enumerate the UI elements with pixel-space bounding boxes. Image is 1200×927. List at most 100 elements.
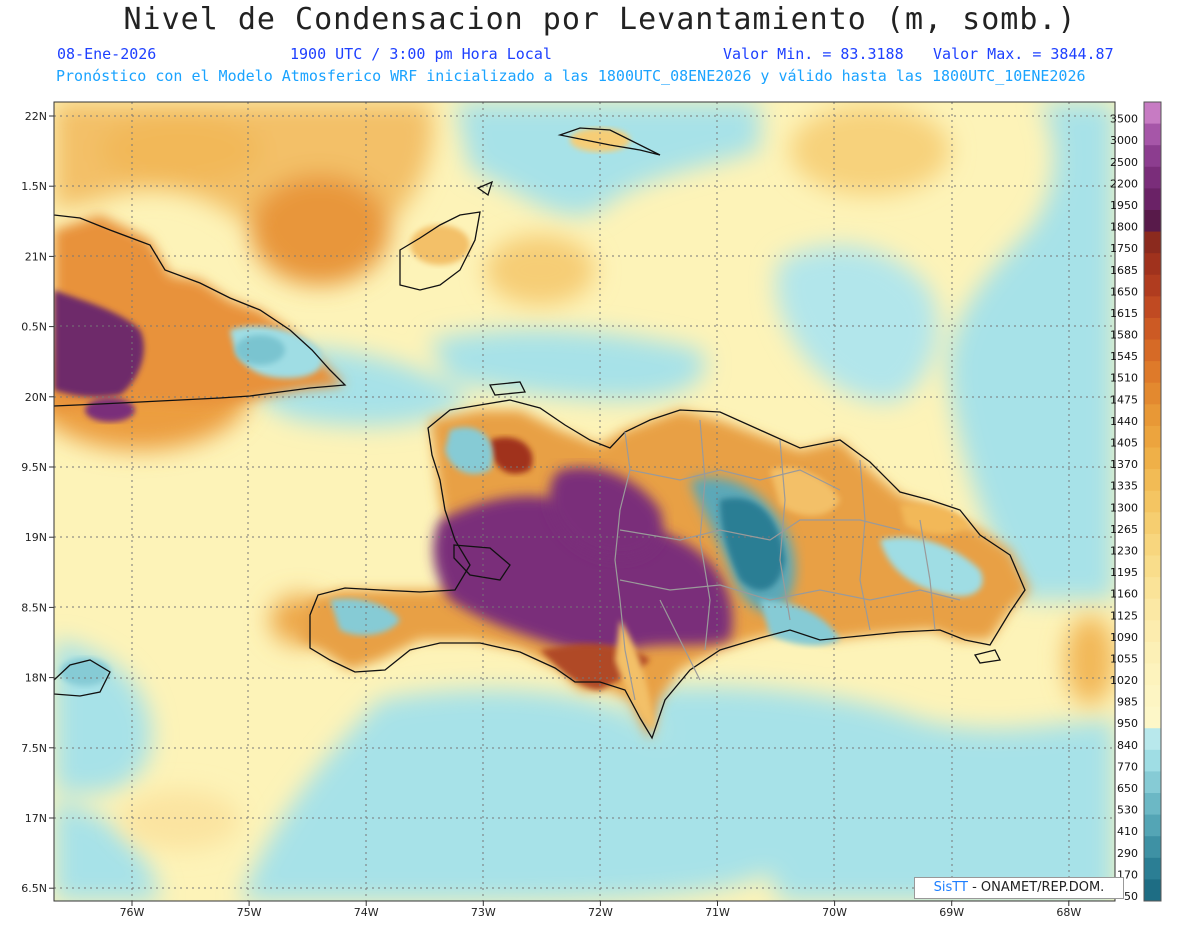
colorbar-swatch <box>1144 728 1161 751</box>
map-frame <box>53 101 1116 902</box>
colorbar-label: 1230 <box>1110 544 1138 557</box>
lat-tick-label: 7.5N <box>21 742 47 755</box>
forecast-time: 1900 UTC / 3:00 pm Hora Local <box>290 45 552 63</box>
colorbar-label: 1950 <box>1110 199 1138 212</box>
gonave-coastline <box>453 544 511 581</box>
map-area <box>54 102 1115 901</box>
colorbar-label: 1055 <box>1110 652 1138 665</box>
colorbar-label: 840 <box>1117 739 1138 752</box>
colorbar-label: 530 <box>1117 804 1138 817</box>
colorbar-swatch <box>1144 555 1161 578</box>
lon-tick-label: 70W <box>822 906 847 919</box>
lon-tick-label: 71W <box>705 906 730 919</box>
lon-tick-label: 74W <box>354 906 379 919</box>
colorbar-label: 1195 <box>1110 566 1138 579</box>
colorbar-swatch <box>1144 102 1161 125</box>
colorbar-swatch <box>1144 533 1161 556</box>
model-note: Pronóstico con el Modelo Atmosferico WRF… <box>56 67 1086 85</box>
lon-tick-label: 69W <box>939 906 964 919</box>
lon-tick-label: 72W <box>588 906 613 919</box>
colorbar-label: 985 <box>1117 696 1138 709</box>
ocean-cyan-zones <box>54 102 1115 901</box>
colorbar-label: 1615 <box>1110 307 1138 320</box>
tortuga-coastline <box>488 381 527 396</box>
lat-tick-label: 22N <box>25 110 47 123</box>
colorbar-label: 290 <box>1117 847 1138 860</box>
jamaica-coastline <box>54 659 111 697</box>
colorbar-swatch <box>1144 620 1161 643</box>
colorbar-label: 1580 <box>1110 329 1138 342</box>
colorbar-label: 1125 <box>1110 609 1138 622</box>
coastlines <box>54 127 1026 740</box>
colorbar-swatch <box>1144 317 1161 341</box>
lon-tick-label: 73W <box>471 906 496 919</box>
colorbar-swatch <box>1144 857 1161 880</box>
colorbar-label: 1800 <box>1110 221 1138 234</box>
colorbar-label: 1440 <box>1110 415 1138 428</box>
colorbar-swatch <box>1144 836 1161 859</box>
min-value: Valor Min. = 83.3188 <box>723 45 904 63</box>
colorbar-label: 1750 <box>1110 242 1138 255</box>
caicos-coastline <box>557 127 661 156</box>
colorbar-label: 1300 <box>1110 501 1138 514</box>
lat-tick-label: 8.5N <box>21 601 47 614</box>
latitude-labels: 22N 1.5N 21N 0.5N 20N 9.5N 19N 8.5N 18N 7.5N 17N 6.… <box>21 110 54 895</box>
colorbar-label: 1650 <box>1110 285 1138 298</box>
colorbar-swatch <box>1144 382 1161 405</box>
colorbar-label: 1020 <box>1110 674 1138 687</box>
colorbar-swatch <box>1144 663 1161 686</box>
colorbar-swatch <box>1144 231 1161 254</box>
forecast-date: 08-Ene-2026 <box>57 45 157 63</box>
lat-tick-label: 1.5N <box>21 180 47 193</box>
cuba-landmass <box>54 215 345 422</box>
hispaniola-coastline <box>309 399 1026 740</box>
colorbar-swatch <box>1144 188 1161 211</box>
colorbar-label: 770 <box>1117 760 1138 773</box>
colorbar-swatch <box>1144 749 1161 772</box>
colorbar-label: 1090 <box>1110 631 1138 644</box>
graticule <box>54 102 1115 901</box>
colorbar-swatch <box>1144 123 1161 146</box>
cay-coastline <box>476 180 494 197</box>
colorbar-swatch <box>1144 209 1161 233</box>
colorbar-swatch <box>1144 512 1161 535</box>
map-title: Nivel de Condensacion por Levantamiento … <box>123 2 1077 37</box>
colorbar-label: 1335 <box>1110 480 1138 493</box>
colorbar-label: 2200 <box>1110 177 1138 190</box>
colorbar-label: 650 <box>1117 782 1138 795</box>
inagua-coastline <box>399 211 481 291</box>
credit-brand: SisTT <box>933 880 968 895</box>
colorbar-swatch <box>1144 253 1161 276</box>
lat-tick-label: 18N <box>25 672 47 685</box>
colorbar-swatch <box>1144 793 1161 816</box>
colorbar-label: 50 <box>1124 890 1138 903</box>
colorbar-swatch <box>1144 145 1161 168</box>
colorbar-swatch <box>1144 490 1161 513</box>
colorbar-swatch <box>1144 641 1161 664</box>
colorbar-frame <box>1143 101 1162 902</box>
colorbar-swatch <box>1144 166 1161 189</box>
province-borders <box>614 419 961 701</box>
colorbar-swatch <box>1144 706 1161 729</box>
colorbar-label: 1405 <box>1110 437 1138 450</box>
lat-tick-label: 9.5N <box>21 461 47 474</box>
lat-tick-label: 17N <box>25 812 47 825</box>
lat-tick-label: 20N <box>25 391 47 404</box>
lon-tick-label: 76W <box>120 906 145 919</box>
colorbar-label: 1685 <box>1110 264 1138 277</box>
colorbar-swatch <box>1144 598 1161 621</box>
colorbar-swatch <box>1144 274 1161 297</box>
colorbar-swatch <box>1144 404 1161 427</box>
colorbar-swatch <box>1144 425 1161 449</box>
max-value: Valor Max. = 3844.87 <box>933 45 1114 63</box>
lat-tick-label: 0.5N <box>21 321 47 334</box>
lat-tick-label: 6.5N <box>21 882 47 895</box>
credit-box: SisTT - ONAMET/REP.DOM. <box>914 877 1124 899</box>
colorbar-label: 1265 <box>1110 523 1138 536</box>
colorbar-swatch <box>1144 685 1161 708</box>
colorbar-label: 410 <box>1117 825 1138 838</box>
colorbar-label: 1475 <box>1110 393 1138 406</box>
colorbar-swatch <box>1144 577 1161 600</box>
colorbar-label: 1510 <box>1110 372 1138 385</box>
